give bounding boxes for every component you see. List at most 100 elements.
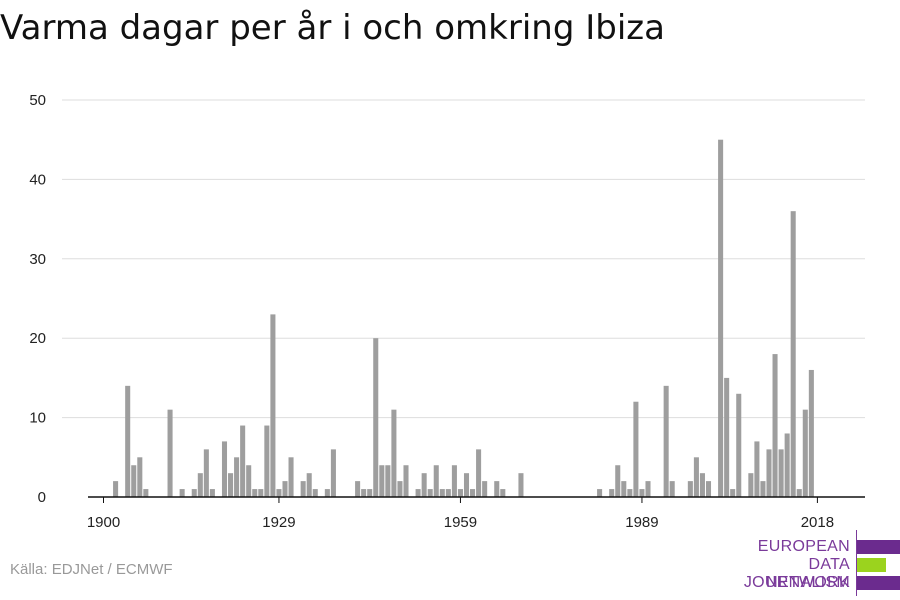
bar-1993	[663, 385, 669, 497]
bar-2015	[796, 489, 802, 497]
bar-1933	[300, 481, 306, 497]
bar-1952	[415, 489, 421, 497]
bar-1938	[330, 449, 336, 497]
bar-1934	[306, 473, 312, 497]
y-tick-label: 10	[29, 410, 46, 427]
bar-1982	[597, 489, 603, 497]
y-tick-label: 30	[29, 251, 46, 268]
bar-1955	[433, 465, 439, 497]
bar-1924	[246, 465, 252, 497]
bar-1949	[397, 481, 403, 497]
logo-divider	[856, 530, 857, 596]
bar-1916	[197, 473, 203, 497]
bar-1906	[137, 457, 143, 497]
bar-2004	[730, 489, 736, 497]
bar-2005	[736, 393, 742, 497]
bar-2008	[754, 441, 760, 497]
bars	[113, 139, 814, 497]
bar-1959	[457, 489, 463, 497]
logo-bar-purple-top	[857, 540, 900, 554]
bar-1902	[113, 481, 119, 497]
bar-1922	[234, 457, 240, 497]
bar-1961	[470, 489, 476, 497]
bar-1958	[451, 465, 457, 497]
y-tick-label: 20	[29, 330, 46, 347]
chart-title: Varma dagar per år i och omkring Ibiza	[0, 8, 665, 48]
bar-1947	[385, 465, 391, 497]
bar-1960	[463, 473, 470, 497]
bar-2003	[724, 377, 730, 497]
bar-1985	[615, 465, 621, 497]
x-tick-label: 1929	[262, 514, 295, 531]
x-tick-label: 1989	[625, 514, 658, 531]
logo-bar-green	[857, 558, 886, 572]
bar-1954	[427, 489, 433, 497]
bar-1921	[228, 473, 234, 497]
bar-2017	[808, 369, 814, 497]
x-axis: 1900 1929 1959 1989 2018	[87, 496, 865, 531]
bar-1942	[355, 481, 361, 497]
bar-1969	[518, 473, 524, 497]
gridlines	[62, 99, 865, 419]
y-tick-label: 0	[38, 489, 46, 506]
bar-1907	[143, 489, 149, 497]
bar-1929	[276, 489, 282, 497]
x-tick-label: 1959	[444, 514, 477, 531]
bar-1987	[627, 489, 633, 497]
bar-2013	[784, 433, 790, 497]
bar-1904	[125, 385, 131, 497]
bar-1963	[482, 481, 488, 497]
bar-1935	[312, 489, 318, 497]
bar-1990	[645, 481, 651, 497]
bar-1986	[621, 481, 627, 497]
bar-1925	[252, 489, 258, 497]
bar-1937	[324, 489, 330, 497]
bar-2009	[760, 481, 766, 497]
bar-2014	[790, 211, 796, 497]
bar-1946	[379, 465, 385, 497]
logo-line-1: EUROPEAN	[757, 538, 850, 555]
bar-1950	[403, 465, 409, 497]
bar-2000	[705, 481, 712, 497]
bar-1943	[361, 489, 367, 497]
bar-1915	[191, 489, 197, 497]
bar-1989	[639, 489, 645, 497]
bar-1926	[258, 489, 264, 497]
y-tick-label: 50	[29, 92, 46, 109]
bar-1905	[131, 465, 137, 497]
bar-1931	[288, 457, 294, 497]
bar-2010	[766, 449, 772, 497]
x-tick-label: 1900	[87, 514, 120, 531]
bar-1999	[699, 473, 705, 497]
bar-2007	[748, 473, 754, 497]
bar-1998	[693, 457, 699, 497]
bar-1928	[270, 314, 276, 497]
bar-1944	[367, 489, 373, 497]
bar-1997	[687, 481, 693, 497]
bar-1962	[476, 449, 482, 497]
bar-1966	[500, 489, 506, 497]
x-tick-label: 2018	[801, 514, 834, 531]
bar-1918	[209, 489, 215, 497]
edjnet-logo[interactable]: EUROPEAN DATA JOURNALISM NETWORK	[700, 530, 900, 596]
bar-1913	[179, 489, 185, 497]
bar-1911	[167, 409, 173, 497]
bar-1994	[669, 481, 675, 497]
bar-2012	[778, 449, 784, 497]
logo-line-2: DATA JOURNALISM	[743, 556, 850, 591]
bar-1930	[282, 481, 288, 497]
bar-2016	[802, 409, 808, 497]
bar-1988	[633, 401, 639, 497]
bar-2002	[718, 139, 724, 497]
bar-1923	[240, 425, 246, 497]
logo-bar-purple-bottom	[857, 576, 900, 590]
bar-1965	[494, 481, 500, 497]
bar-1948	[391, 409, 397, 497]
bar-1945	[373, 338, 379, 497]
bar-1957	[445, 489, 451, 497]
bar-1927	[264, 425, 270, 497]
bar-1953	[421, 473, 427, 497]
bar-1917	[203, 449, 209, 497]
bar-1984	[609, 489, 615, 497]
